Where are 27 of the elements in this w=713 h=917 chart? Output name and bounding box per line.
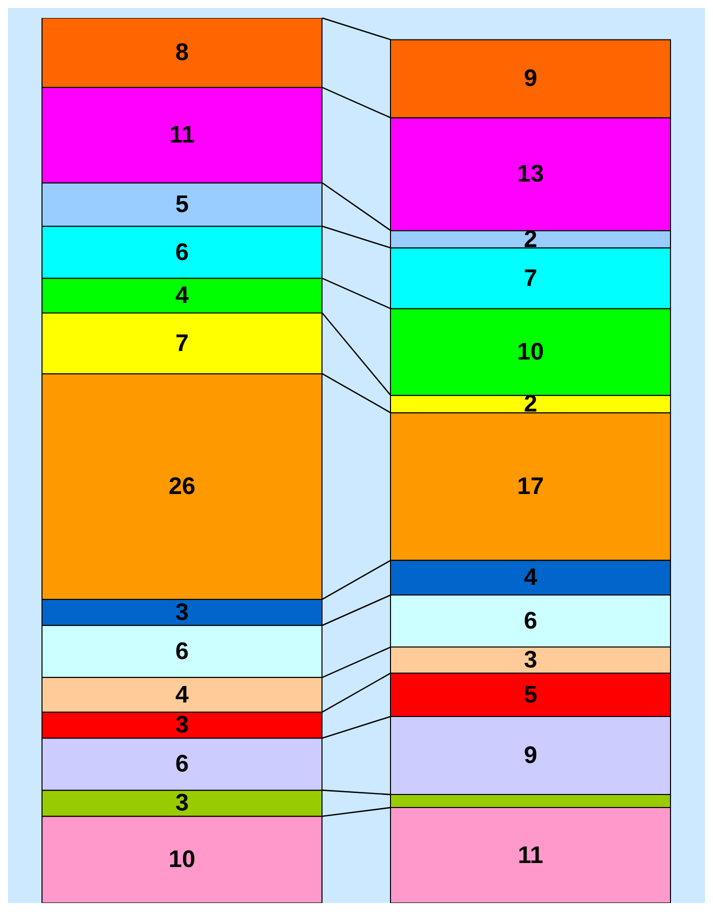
data-label: 4	[175, 282, 190, 310]
data-label: 6	[524, 608, 538, 635]
data-label: 26	[168, 473, 196, 500]
data-label: 13	[517, 160, 544, 188]
data-label: 3	[175, 712, 189, 739]
data-label: 4	[175, 681, 190, 708]
data-label: 11	[518, 842, 544, 869]
data-label: 3	[175, 598, 189, 626]
data-label: 5	[175, 191, 189, 218]
data-label: 7	[524, 264, 538, 292]
data-label: 10	[168, 846, 196, 874]
data-label: 11	[169, 122, 195, 149]
data-label: 6	[175, 238, 189, 266]
data-label: 3	[175, 790, 189, 817]
data-label: 8	[175, 39, 189, 66]
data-label: 3	[524, 646, 538, 674]
data-label: 17	[517, 473, 544, 500]
data-label: 2	[524, 226, 538, 253]
data-label: 5	[524, 681, 538, 708]
data-label: 4	[524, 564, 538, 592]
data-label: 9	[524, 65, 538, 92]
data-label: 7	[175, 330, 189, 357]
data-label: 10	[517, 338, 544, 366]
data-label: 2	[524, 390, 538, 418]
data-label: 6	[175, 750, 189, 778]
data-label: 9	[524, 742, 538, 769]
data-label: 6	[175, 638, 189, 665]
